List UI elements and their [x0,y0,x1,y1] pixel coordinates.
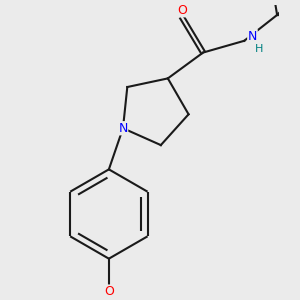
Text: N: N [248,30,257,43]
Text: N: N [118,122,128,135]
Text: O: O [104,285,114,298]
Text: O: O [177,4,187,17]
Text: H: H [255,44,263,54]
